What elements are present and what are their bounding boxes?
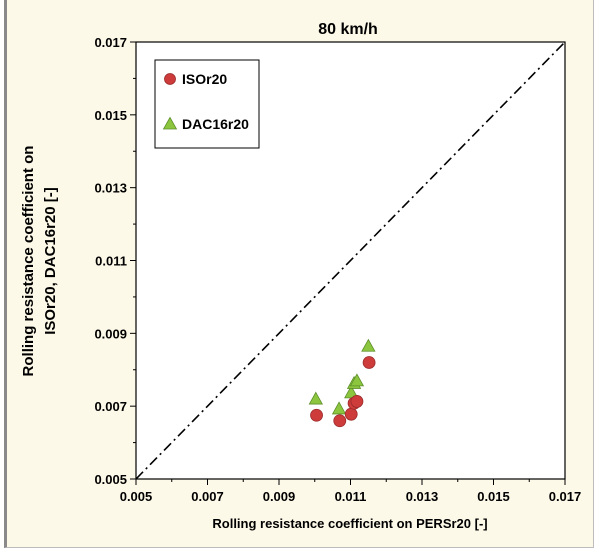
point-dac16r20 — [308, 391, 324, 405]
point-isor20 — [333, 414, 347, 428]
x-tick-label: 0.005 — [120, 489, 153, 504]
point-dac16r20 — [331, 401, 347, 415]
x-tick-label: 0.017 — [549, 489, 582, 504]
point-isor20 — [310, 408, 323, 422]
x-tick-label: 0.015 — [477, 489, 510, 504]
legend: ISOr20 DAC16r20 — [154, 59, 260, 149]
y-axis-title-line-1: Rolling resistance coefficient on — [20, 146, 37, 377]
x-tick-label: 0.007 — [191, 489, 224, 504]
y-tick-label: 0.005 — [94, 472, 127, 487]
y-tick-label: 0.009 — [94, 326, 127, 341]
x-tick-label: 0.009 — [263, 489, 296, 504]
y-axis-title: Rolling resistance coefficient on ISOr20… — [20, 146, 59, 377]
y-axis-title-line-2: ISOr20, DAC16r20 [-] — [42, 187, 59, 335]
data-points — [308, 338, 376, 428]
y-axis: 0.005 0.007 0.009 0.011 0.013 0.015 0.017 — [94, 35, 136, 487]
y-tick-label: 0.015 — [94, 108, 127, 123]
x-tick-label: 0.011 — [335, 489, 367, 504]
y-tick-label: 0.011 — [95, 254, 127, 269]
y-tick-label: 0.007 — [94, 399, 127, 414]
y-tick-label: 0.013 — [94, 181, 127, 196]
reference-line-1to1 — [135, 41, 566, 480]
y-tick-label: 0.017 — [94, 35, 127, 50]
legend-label-dac16r20: DAC16r20 — [182, 116, 249, 132]
legend-marker-isor20 — [164, 73, 176, 85]
point-dac16r20 — [349, 373, 365, 387]
point-isor20 — [344, 407, 358, 421]
point-dac16r20 — [361, 338, 376, 352]
legend-marker-dac16r20 — [162, 116, 178, 130]
chart-title: 80 km/h — [318, 21, 378, 38]
point-isor20 — [350, 395, 364, 408]
legend-label-isor20: ISOr20 — [182, 71, 227, 87]
x-tick-label: 0.013 — [406, 489, 439, 504]
x-axis-title: Rolling resistance coefficient on PERSr2… — [212, 516, 487, 531]
point-isor20 — [362, 356, 376, 369]
x-axis: 0.005 0.007 0.009 0.011 0.013 0.015 0.017 — [120, 479, 582, 504]
